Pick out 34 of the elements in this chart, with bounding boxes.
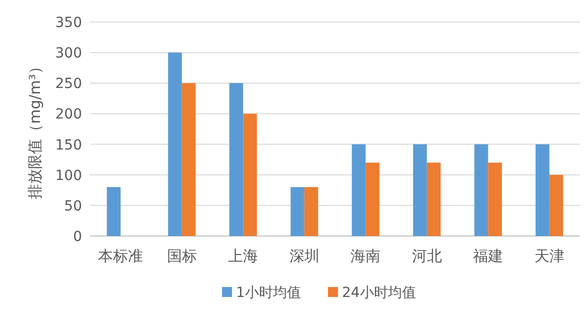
- y-tick-label: 100: [55, 168, 82, 184]
- bar: [290, 187, 304, 236]
- x-tick-label: 本标准: [98, 247, 144, 265]
- bar: [366, 162, 380, 236]
- x-tick-label: 福建: [473, 247, 504, 265]
- bar: [426, 162, 441, 236]
- bar: [413, 144, 427, 236]
- bar: [182, 83, 196, 236]
- y-axis-title: 排放限值（mg/m³）: [26, 59, 44, 199]
- bar: [474, 144, 488, 236]
- y-tick-label: 300: [55, 46, 82, 62]
- y-tick-label: 200: [55, 106, 82, 123]
- bar: [168, 52, 182, 236]
- x-tick-label: 海南: [350, 247, 381, 265]
- legend-label: 24小时均值: [342, 285, 416, 301]
- y-tick-label: 250: [55, 76, 82, 92]
- x-tick-label: 深圳: [289, 247, 320, 265]
- y-tick-label: 0: [73, 229, 82, 245]
- bar: [243, 114, 257, 236]
- bar: [536, 144, 550, 236]
- x-tick-label: 上海: [228, 247, 258, 265]
- bar: [106, 187, 121, 236]
- y-tick-label: 50: [64, 198, 82, 214]
- bar: [549, 174, 564, 236]
- x-tick-label: 国标: [166, 247, 197, 265]
- bar: [229, 83, 244, 236]
- legend-label: 1小时均值: [236, 285, 301, 301]
- y-tick-label: 150: [55, 137, 82, 154]
- bar: [488, 162, 502, 236]
- bar: [352, 144, 366, 236]
- x-tick-label: 河北: [412, 247, 442, 265]
- bar: [304, 187, 318, 236]
- y-tick-label: 350: [55, 15, 82, 31]
- x-tick-label: 天津: [534, 247, 564, 265]
